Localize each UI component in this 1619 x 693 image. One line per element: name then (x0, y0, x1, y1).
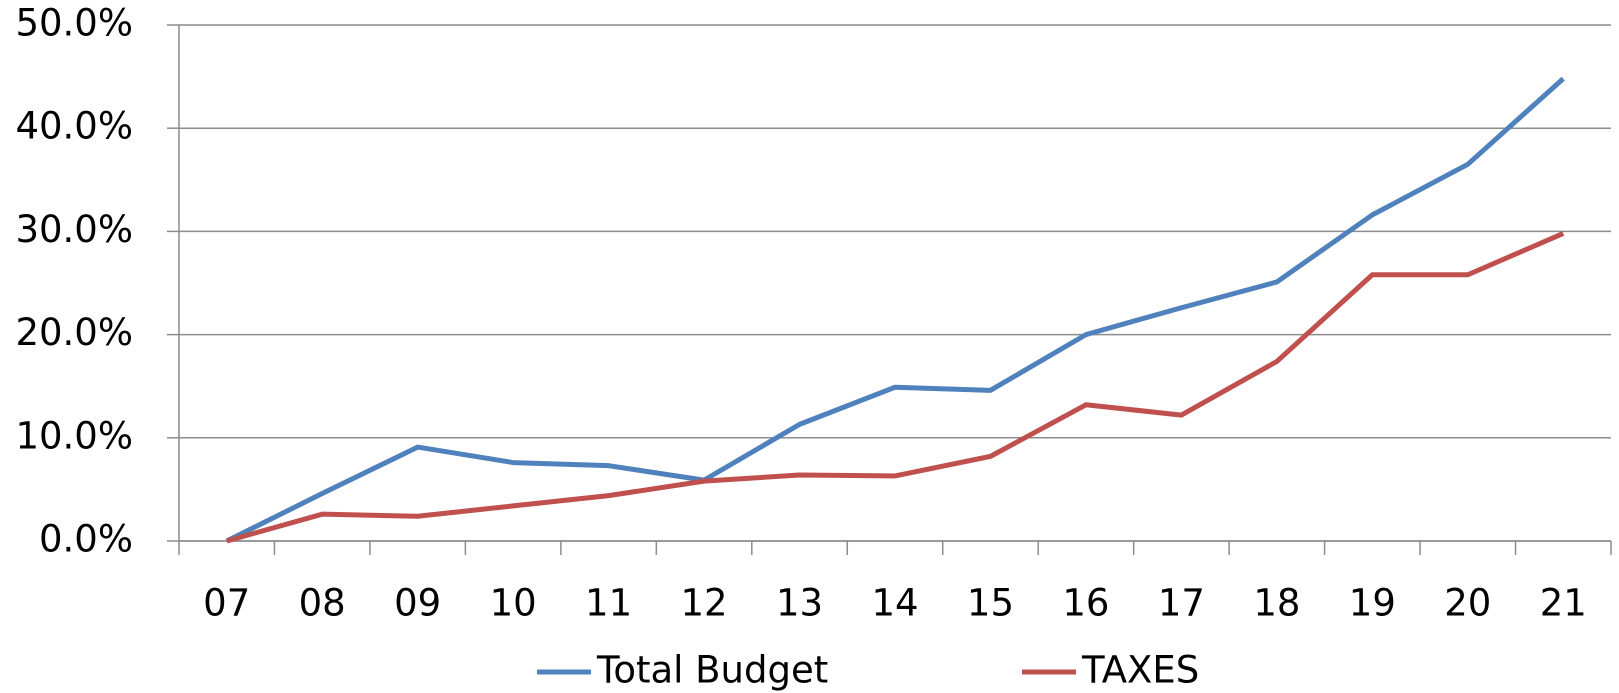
x-tick-label: 16 (1062, 582, 1109, 625)
x-tick-label: 13 (776, 582, 823, 625)
y-tick-label: 0.0% (39, 518, 133, 561)
x-tick-label: 07 (203, 582, 250, 625)
y-tick-label: 40.0% (15, 105, 133, 148)
legend-label: TAXES (1081, 649, 1199, 692)
x-tick-label: 08 (299, 582, 346, 625)
x-tick-label: 09 (394, 582, 441, 625)
x-tick-label: 19 (1349, 582, 1396, 625)
x-tick-label: 18 (1253, 582, 1300, 625)
x-tick-label: 21 (1540, 582, 1587, 625)
y-tick-label: 10.0% (15, 414, 133, 457)
x-tick-label: 17 (1158, 582, 1205, 625)
y-tick-label: 30.0% (15, 208, 133, 251)
x-tick-label: 10 (490, 582, 537, 625)
line-series (226, 231, 1565, 544)
x-tick-label: 20 (1444, 582, 1491, 625)
y-tick-label: 50.0% (15, 2, 133, 45)
x-tick-label: 15 (967, 582, 1014, 625)
line-series (225, 76, 1565, 544)
x-tick-label: 11 (585, 582, 632, 625)
x-tick-label: 14 (871, 582, 918, 625)
y-tick-label: 20.0% (15, 311, 133, 354)
x-tick-label: 12 (681, 582, 728, 625)
legend-label: Total Budget (596, 649, 828, 692)
